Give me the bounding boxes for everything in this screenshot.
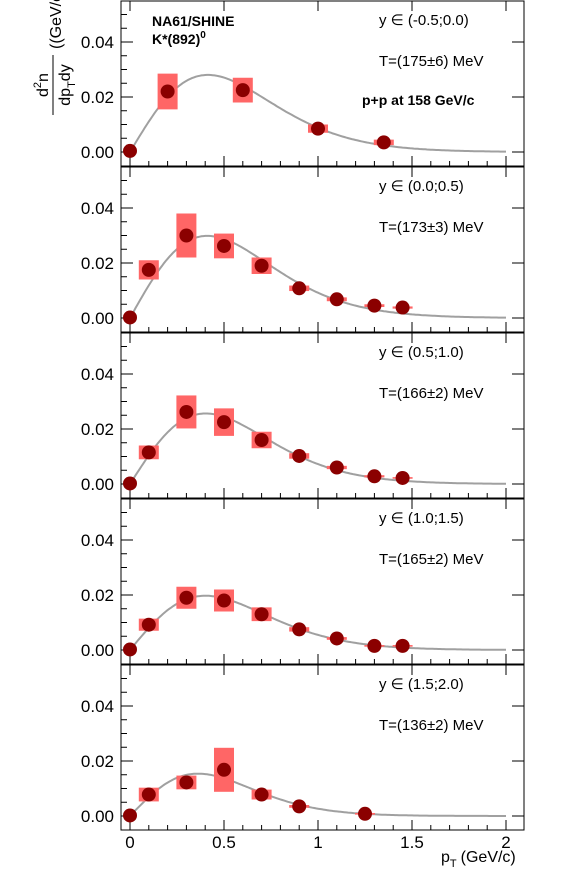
- temperature-label: T=(166±2) MeV: [379, 385, 484, 402]
- particle-label: K*(892)0: [152, 30, 206, 47]
- data-point: [123, 143, 137, 158]
- y-tick-label: 0.04: [81, 33, 114, 52]
- data-point: [141, 262, 156, 277]
- data-point: [179, 404, 194, 419]
- rapidity-label: y ∈ (1.0;1.5): [379, 510, 464, 527]
- data-point: [160, 84, 175, 99]
- rapidity-label: y ∈ (1.5;2.0): [379, 676, 464, 693]
- data-point: [217, 593, 231, 608]
- temperature-label: T=(136±2) MeV: [379, 717, 484, 734]
- y-axis-title: d2n dpTdy ((GeV/c)-1): [32, 0, 78, 115]
- system-label: p+p at 158 GeV/c: [362, 92, 475, 108]
- y-tick-label: 0.02: [81, 254, 114, 273]
- x-tick-label: 1: [313, 833, 322, 852]
- panel-1: 0.00 0.02 0.04 y ∈ (-0.5;0.0) T=(175±6) MeV: [81, 0, 525, 167]
- x-tick-label: 0.5: [212, 833, 236, 852]
- data-point: [358, 806, 372, 821]
- data-point: [254, 787, 269, 802]
- panels-group: 0.000.020.04y ∈ (-0.5;0.0)T=(175±6) MeV0…: [81, 0, 525, 852]
- y-tick-label: 0.00: [81, 641, 114, 660]
- data-point: [367, 638, 382, 653]
- y-tick-label: 0.04: [81, 365, 114, 384]
- data-point: [254, 607, 269, 622]
- data-point: [179, 775, 194, 790]
- fit-curve: [129, 73, 506, 153]
- rapidity-label: y ∈ (0.5;1.0): [379, 344, 464, 361]
- y-tick-label: 0.00: [81, 309, 114, 328]
- y-tick-label: 0.02: [81, 586, 114, 605]
- data-point: [141, 445, 156, 460]
- rapidity-label: y ∈ (0.0;0.5): [379, 178, 464, 195]
- data-point: [254, 433, 269, 447]
- svg-text:dpTdy: dpTdy: [57, 64, 78, 105]
- y-tick-label: 0.04: [81, 531, 114, 550]
- data-point: [311, 121, 325, 136]
- y-tick-label: 0.02: [81, 420, 114, 439]
- panel-5: 0.00 0.02 0.04 y ∈ (1.5;2.0) T=(136±2) MeV: [81, 664, 525, 831]
- data-point: [217, 238, 231, 253]
- data-point: [292, 622, 307, 637]
- data-point: [367, 298, 382, 313]
- fit-curve: [129, 772, 506, 817]
- x-tick-label: 1.5: [400, 833, 424, 852]
- data-point: [395, 638, 410, 653]
- panel-4: 0.00 0.02 0.04 y ∈ (1.0;1.5) T=(165±2) MeV: [81, 498, 525, 665]
- data-point: [367, 469, 382, 484]
- rapidity-label: y ∈ (-0.5;0.0): [379, 12, 469, 29]
- data-point: [395, 300, 410, 315]
- data-point: [292, 448, 307, 463]
- data-point: [329, 460, 344, 475]
- y-tick-label: 0.04: [81, 199, 114, 218]
- y-tick-label: 0.02: [81, 752, 114, 771]
- y-tick-label: 0.00: [81, 807, 114, 826]
- data-point: [292, 799, 307, 814]
- x-tick-label: 2: [501, 833, 510, 852]
- data-point: [123, 476, 137, 491]
- data-point: [179, 590, 194, 605]
- data-point: [376, 135, 391, 150]
- data-point: [254, 258, 269, 273]
- data-point: [123, 310, 137, 325]
- temperature-label: T=(173±3) MeV: [379, 219, 484, 236]
- data-point: [179, 228, 194, 243]
- svg-text:((GeV/c)-1): ((GeV/c)-1): [45, 0, 65, 49]
- y-tick-label: 0.00: [81, 143, 114, 162]
- data-point: [292, 281, 307, 296]
- data-point: [141, 787, 156, 802]
- data-point: [217, 762, 231, 777]
- data-point: [123, 642, 137, 657]
- x-axis-title: pT (GeV/c): [441, 849, 516, 870]
- svg-text:d2n: d2n: [32, 73, 52, 97]
- panel-2: 0.00 0.02 0.04 y ∈ (0.0;0.5) T=(173±3) MeV: [81, 166, 525, 333]
- y-tick-label: 0.02: [81, 88, 114, 107]
- data-point: [123, 808, 137, 823]
- data-point: [141, 617, 156, 632]
- data-point: [235, 83, 250, 98]
- y-tick-label: 0.04: [81, 697, 114, 716]
- data-point: [329, 292, 344, 307]
- temperature-label: T=(175±6) MeV: [379, 53, 484, 70]
- panel-3: 0.00 0.02 0.04 y ∈ (0.5;1.0) T=(166±2) MeV: [81, 332, 525, 499]
- y-tick-label: 0.00: [81, 475, 114, 494]
- temperature-label: T=(165±2) MeV: [379, 551, 484, 568]
- data-point: [329, 631, 344, 646]
- data-point: [395, 470, 410, 485]
- x-tick-label: 0: [125, 833, 134, 852]
- experiment-label: NA61/SHINE: [152, 13, 234, 29]
- data-point: [217, 415, 231, 430]
